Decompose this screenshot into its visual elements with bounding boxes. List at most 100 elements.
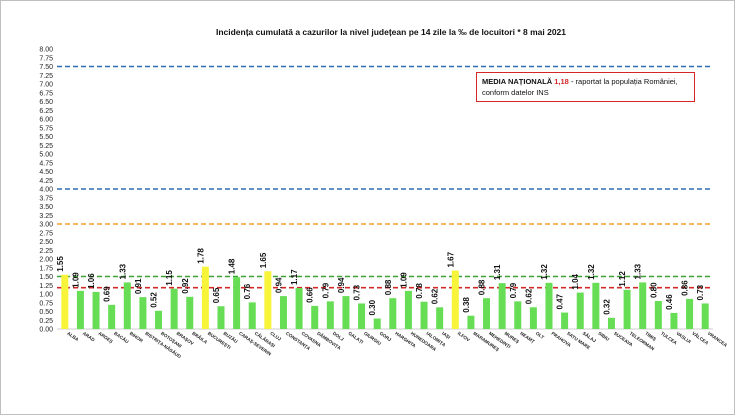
y-tick-label: 0.75 (39, 300, 53, 307)
x-tick-label: NEAMȚ (519, 331, 535, 345)
y-tick-label: 2.75 (39, 230, 53, 237)
bar (561, 312, 569, 329)
data-label: 0.80 (649, 282, 658, 298)
x-tick-label: ILFOV (457, 331, 472, 343)
data-labels: 1.55 1.09 1.06 0.69 1.33 0.91 0.52 1.15 0.92 1.78… (56, 248, 705, 316)
axes: 0.00 0.25 0.50 0.751.00 1.25 1.50 1.752.00 2.25… (39, 47, 713, 334)
data-label: 0.78 (415, 283, 424, 299)
bar (248, 302, 256, 329)
x-tick-labels: ALBA ARAD ARGEȘ BACĂU BIHOR BISTRIȚA-NĂSĂUDBO… (66, 330, 728, 360)
x-tick-label: TIMIȘ (644, 331, 657, 343)
data-label: 0.88 (478, 279, 487, 295)
y-tick-label: 2.00 (39, 257, 53, 264)
data-label: 1.55 (56, 256, 65, 272)
data-label: 0.38 (462, 297, 471, 313)
data-label: 0.73 (696, 284, 705, 300)
bar (279, 296, 287, 329)
bar (170, 288, 178, 329)
x-tick-label: GALAȚI (347, 331, 364, 345)
data-label: 1.09 (399, 272, 408, 288)
data-label: 1.48 (228, 258, 237, 274)
y-tick-label: 6.25 (39, 108, 53, 115)
reference-lines (57, 65, 713, 289)
bar (529, 307, 537, 329)
bar (61, 274, 69, 329)
bar (623, 289, 631, 329)
y-tick-label: 4.75 (39, 160, 53, 167)
data-label: 1.32 (587, 264, 596, 280)
x-tick-label: BIHOR (129, 331, 145, 344)
x-tick-label: DOLJ (332, 331, 345, 342)
data-label: 1.17 (290, 269, 299, 285)
bar (467, 315, 475, 329)
y-tick-label: 1.50 (39, 274, 53, 281)
y-tick-label: 4.50 (39, 169, 53, 176)
y-tick-label: 3.00 (39, 222, 53, 229)
bar (592, 282, 600, 329)
y-tick-label: 1.25 (39, 283, 53, 290)
bar (670, 312, 678, 329)
x-tick-label: VASLUI (675, 331, 691, 345)
x-tick-label: ALBA (66, 331, 80, 343)
bar (201, 266, 209, 329)
data-label: 1.12 (618, 271, 627, 287)
x-tick-label: OLT (535, 331, 545, 340)
bar (92, 291, 100, 329)
y-tick-label: 3.50 (39, 204, 53, 211)
bar (639, 282, 647, 329)
y-tick-label: 3.75 (39, 195, 53, 202)
y-tick-label: 6.50 (39, 99, 53, 106)
bar (76, 290, 84, 329)
bar (123, 282, 131, 329)
y-tick-label: 5.50 (39, 134, 53, 141)
bars (61, 266, 709, 329)
x-tick-label: GORJ (379, 331, 393, 343)
y-tick-label: 0.25 (39, 318, 53, 325)
y-tick-label: 2.25 (39, 248, 53, 255)
y-tick-label: 5.00 (39, 152, 53, 159)
bar (155, 310, 163, 329)
callout-text-2: conform datelor INS (482, 88, 549, 97)
bar (420, 301, 428, 329)
data-label: 0.94 (337, 277, 346, 293)
data-label: 0.86 (681, 280, 690, 296)
y-tick-label: 7.75 (39, 55, 53, 62)
national-average-callout: MEDIA NAȚIONALĂ 1,18 - raportat la popul… (476, 72, 695, 102)
y-tick-label: 2.50 (39, 239, 53, 246)
bar (326, 301, 334, 329)
y-tick-label: 3.25 (39, 213, 53, 220)
data-label: 0.92 (181, 278, 190, 294)
bar (311, 305, 319, 329)
data-label: 1.09 (71, 272, 80, 288)
bar (342, 296, 350, 329)
y-tick-label: 5.25 (39, 143, 53, 150)
x-tick-label: VRANCEA (707, 331, 729, 349)
y-tick-label: 7.00 (39, 82, 53, 89)
chart-title: Incidența cumulată a cazurilor la nivel … (216, 27, 566, 37)
data-label: 0.79 (321, 282, 330, 298)
y-tick-label: 7.50 (39, 64, 53, 71)
data-label: 0.47 (556, 293, 565, 309)
bar (545, 282, 553, 329)
data-label: 1.06 (87, 273, 96, 289)
bar (108, 304, 116, 329)
x-tick-label: SIBIU (597, 331, 610, 343)
x-tick-label: BACĂU (113, 330, 131, 345)
data-label: 0.32 (602, 299, 611, 315)
bar (264, 271, 272, 329)
data-label: 0.73 (353, 284, 362, 300)
y-tick-label: 1.75 (39, 265, 53, 272)
data-label: 1.33 (118, 263, 127, 279)
bar (358, 303, 366, 329)
data-label: 1.65 (259, 252, 268, 268)
data-label: 1.33 (634, 263, 643, 279)
x-tick-label: CLUJ (269, 331, 282, 342)
bar (389, 298, 397, 329)
y-tick-label: 4.25 (39, 178, 53, 185)
bar (654, 301, 662, 329)
x-tick-label: ARAD (82, 331, 96, 343)
bar (498, 283, 506, 329)
y-tick-label: 0.50 (39, 309, 53, 316)
bar (295, 288, 303, 329)
